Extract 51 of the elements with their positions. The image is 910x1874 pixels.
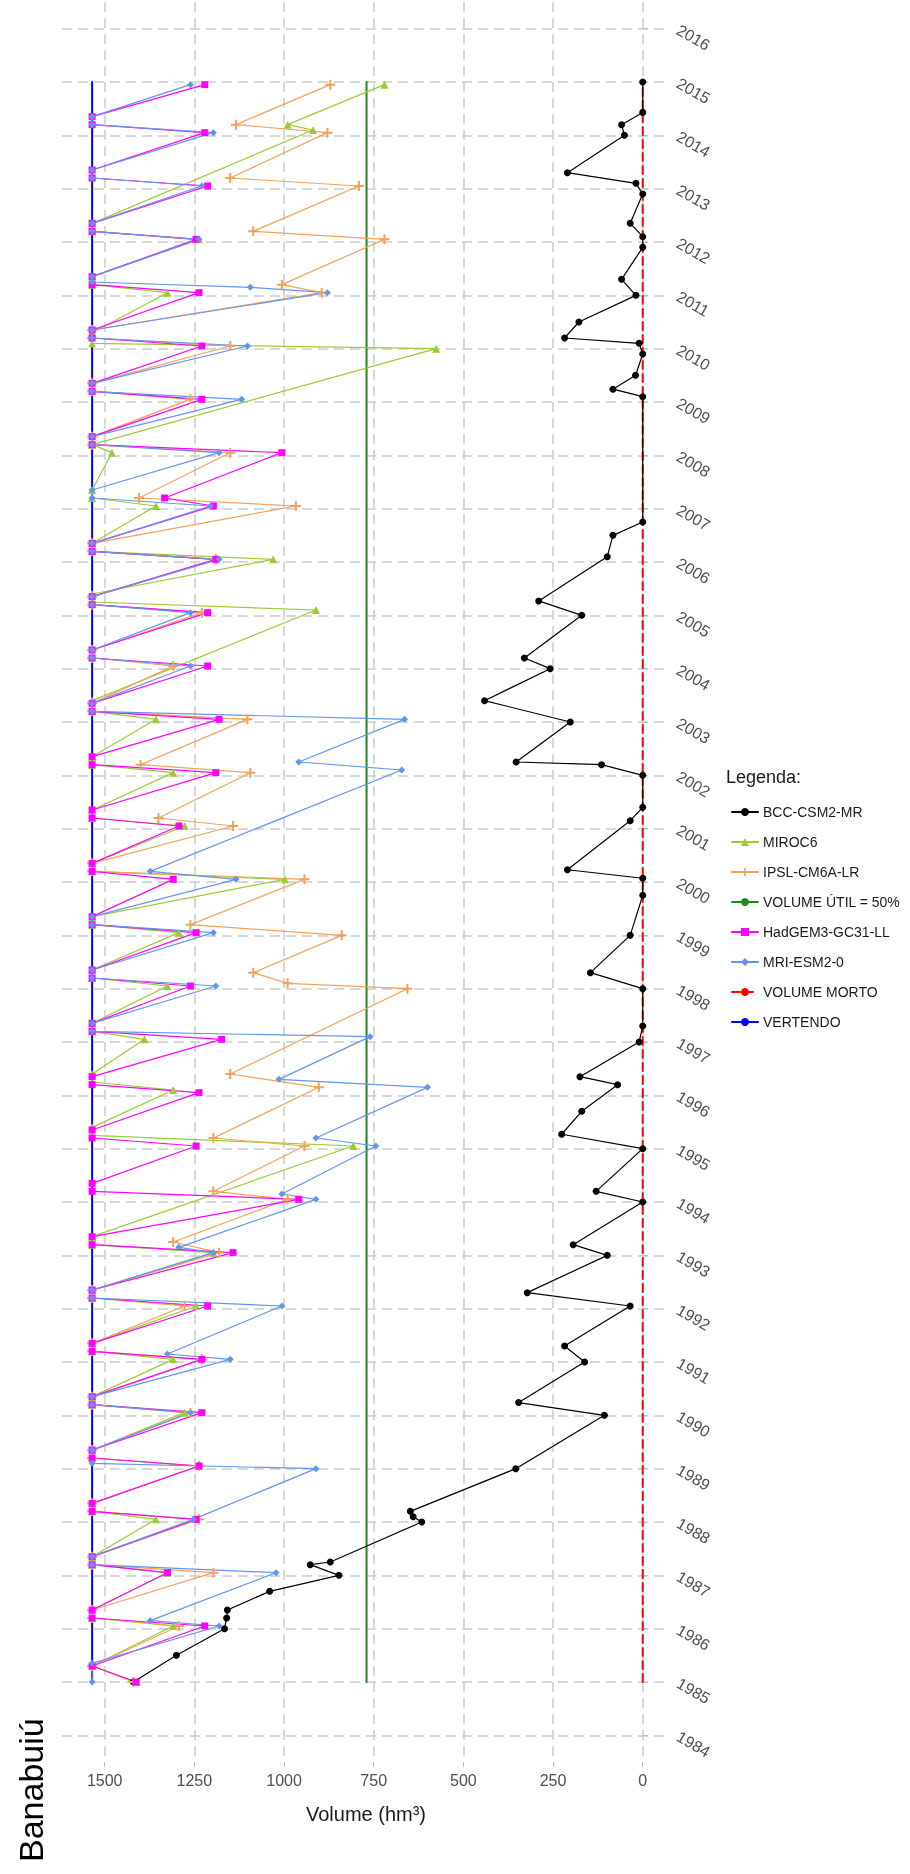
y-tick-label: 1997 — [673, 1034, 714, 1068]
y-tick-label: 2000 — [673, 874, 714, 908]
legend-label: BCC-CSM2-MR — [763, 804, 863, 820]
y-tick-label: 2003 — [673, 714, 714, 748]
y-tick-label: 1999 — [673, 927, 714, 961]
legend-label: VERTENDO — [763, 1014, 841, 1030]
y-tick-label: 2008 — [673, 447, 714, 481]
y-tick-label: 2004 — [673, 661, 714, 694]
y-tick-label: 1984 — [673, 1727, 714, 1761]
y-tick-label: 1990 — [673, 1407, 714, 1441]
y-tick-label: 2012 — [673, 234, 714, 268]
y-tick-label: 1987 — [673, 1567, 714, 1601]
y-tick-label: 2016 — [673, 21, 714, 54]
legend-label: MIROC6 — [763, 834, 818, 850]
legend-label: VOLUME MORTO — [763, 984, 878, 1000]
legend-label: IPSL-CM6A-LR — [763, 864, 860, 880]
y-tick-label: 1995 — [673, 1141, 714, 1174]
y-tick-label: 1986 — [673, 1621, 714, 1654]
y-tick-label: 2014 — [673, 127, 714, 161]
x-tick-label: 1500 — [86, 1771, 123, 1789]
x-tick-label: 1000 — [266, 1771, 302, 1789]
x-tick-label: 1250 — [176, 1771, 213, 1789]
legend-label: HadGEM3-GC31-LL — [763, 924, 891, 940]
y-tick-label: 2011 — [673, 287, 713, 320]
legend-title: Legenda: — [726, 767, 802, 787]
y-tick-label: 2005 — [673, 607, 714, 641]
y-tick-label: 2010 — [673, 341, 714, 374]
y-tick-label: 1998 — [673, 981, 714, 1014]
y-tick-label: 2013 — [673, 181, 714, 214]
text: Banabuiú — [12, 1718, 50, 1862]
x-tick-label: 250 — [539, 1771, 567, 1789]
y-tick-label: 1994 — [673, 1194, 714, 1228]
y-tick-label: 1985 — [673, 1674, 714, 1708]
y-tick-label: 1989 — [673, 1461, 714, 1494]
legend-label: VOLUME ÚTIL = 50% — [763, 894, 900, 910]
y-tick-label: 1993 — [673, 1247, 714, 1281]
y-tick-label: 2002 — [673, 767, 714, 801]
x-axis-title: Volume (hm³) — [305, 1803, 427, 1825]
x-tick-label: 0 — [638, 1771, 648, 1789]
y-tick-label: 2009 — [673, 394, 714, 428]
y-tick-label: 1988 — [673, 1514, 714, 1548]
legend-label: MRI-ESM2-0 — [763, 954, 845, 970]
y-tick-label: 2001 — [673, 821, 714, 854]
y-tick-label: 1991 — [673, 1354, 714, 1388]
y-tick-label: 2006 — [673, 554, 714, 588]
x-tick-label: 500 — [450, 1771, 477, 1789]
y-tick-label: 2015 — [673, 74, 714, 108]
y-tick-label: 1992 — [673, 1301, 714, 1334]
x-tick-label: 750 — [360, 1771, 388, 1789]
y-tick-label: 2007 — [673, 501, 714, 534]
y-tick-label: 1996 — [673, 1087, 714, 1121]
